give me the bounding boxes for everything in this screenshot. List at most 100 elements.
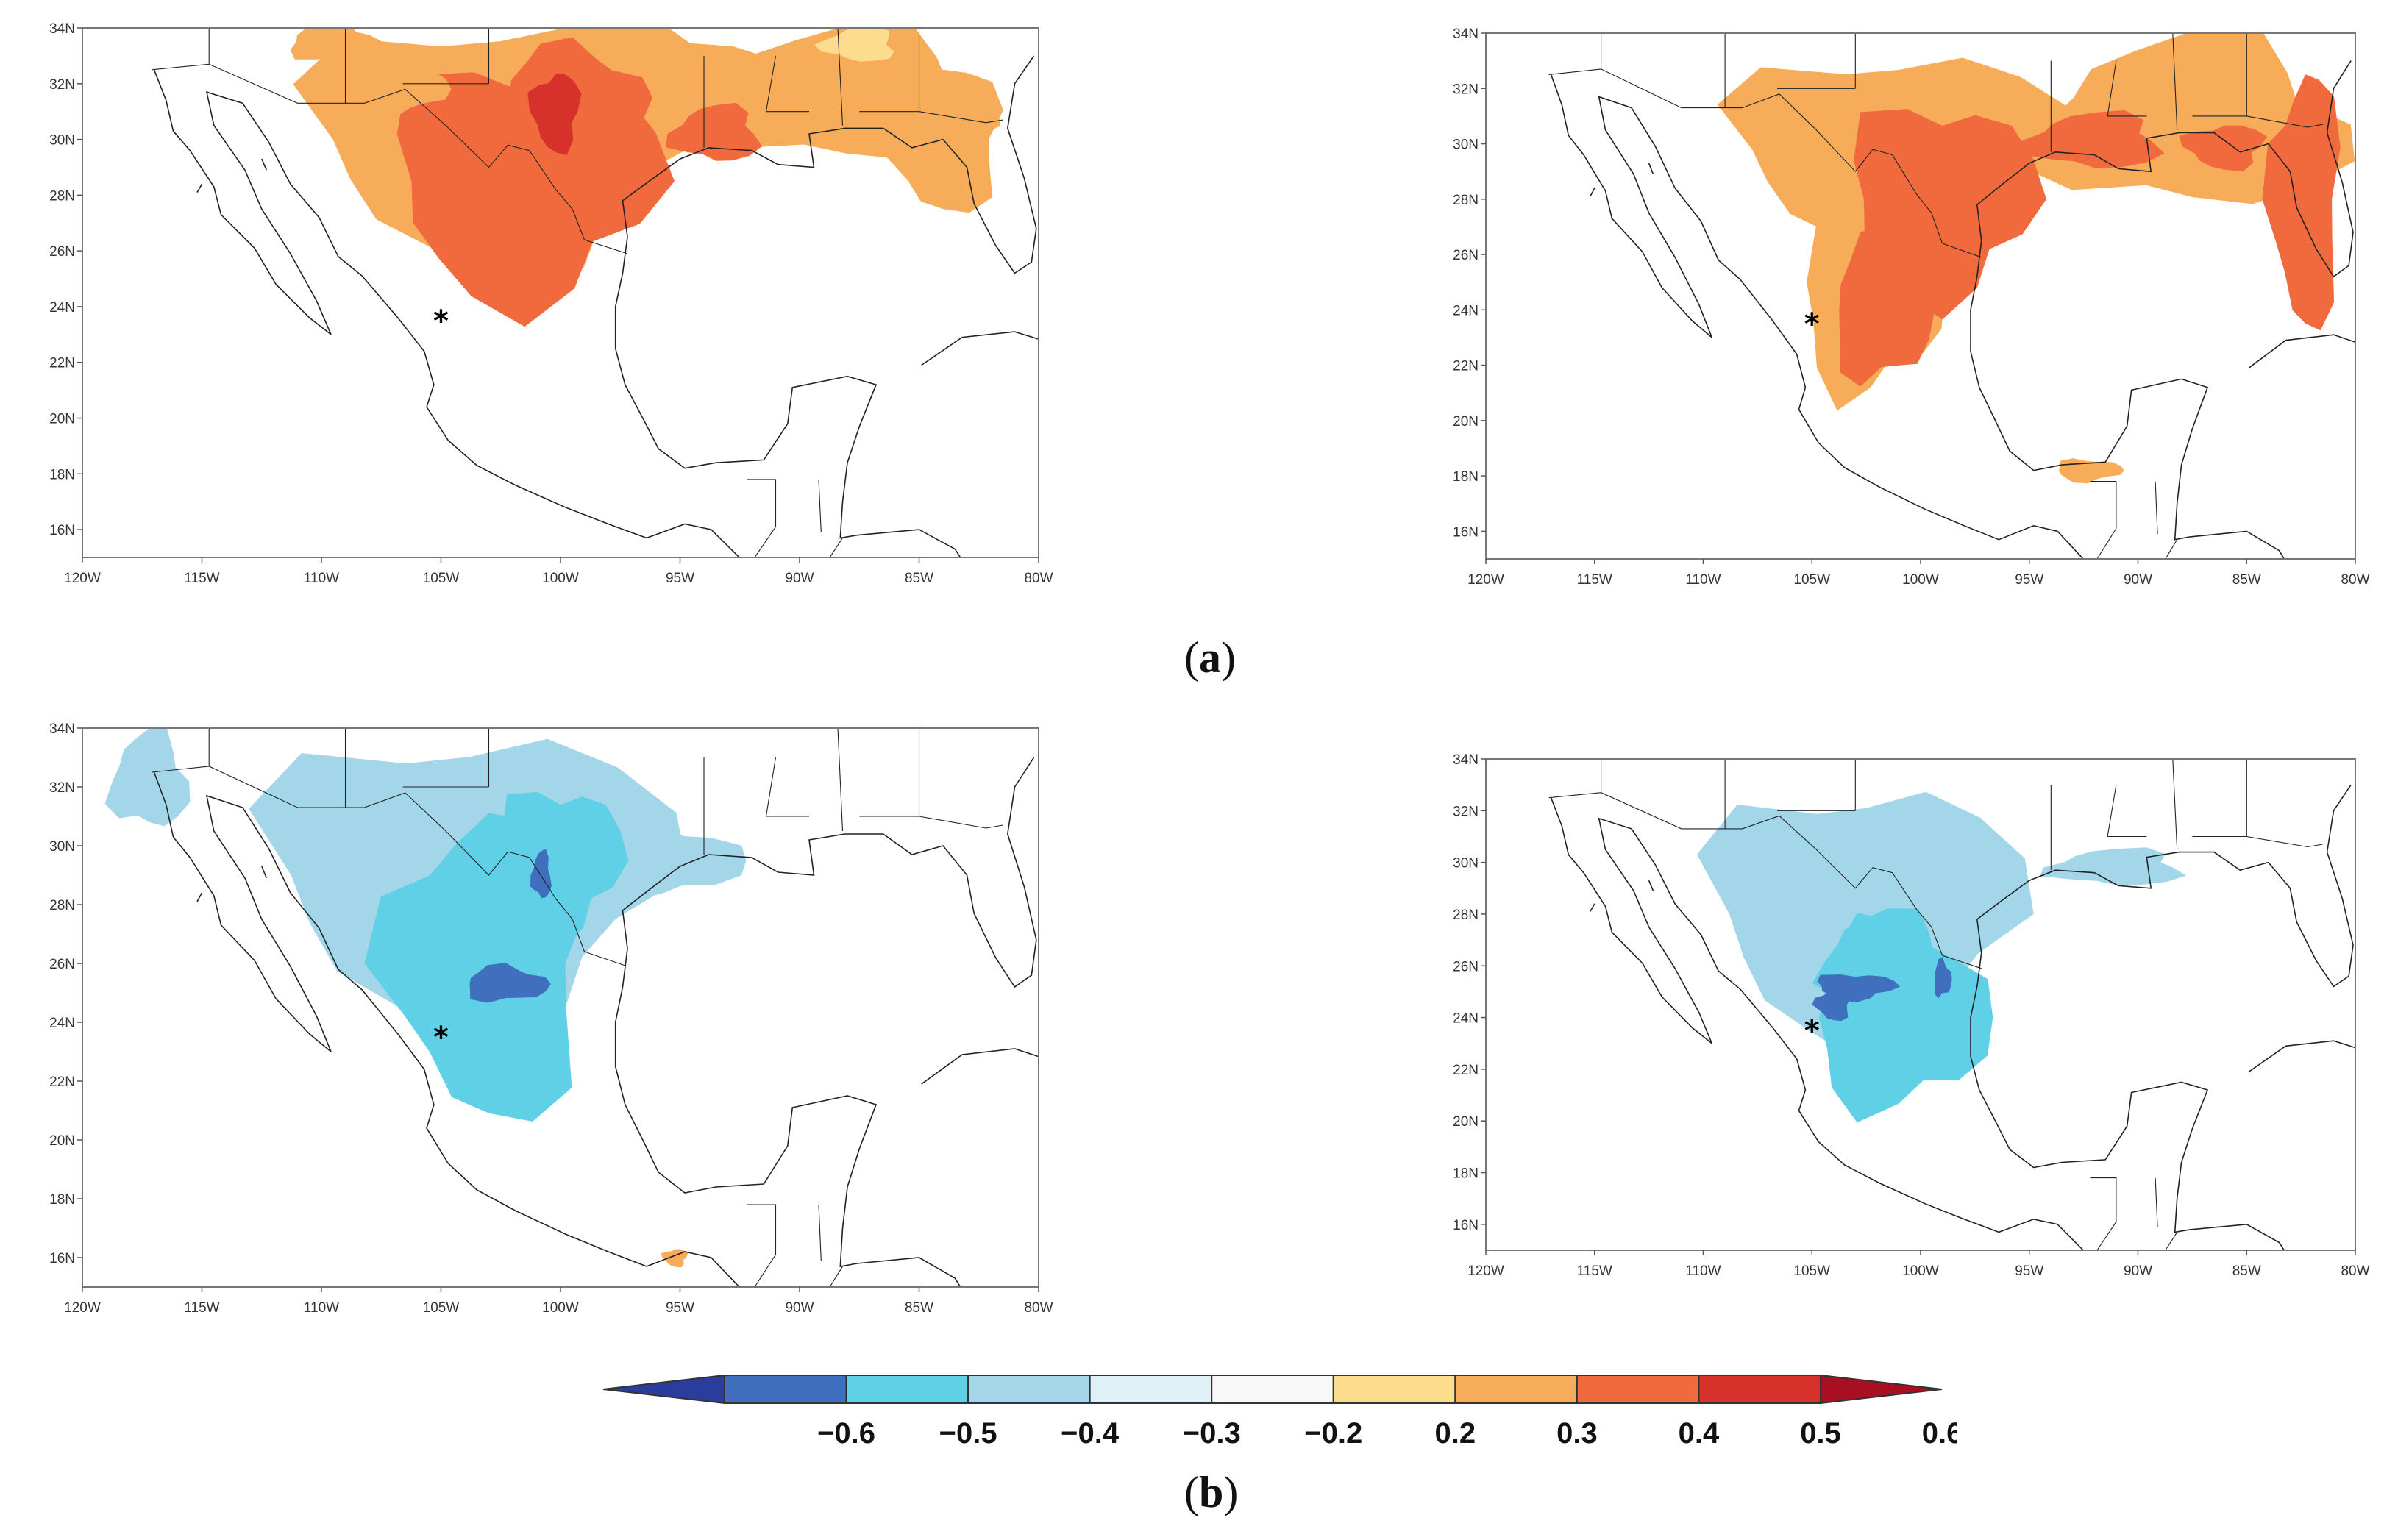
- lat-tick-label: 18N: [49, 1192, 75, 1208]
- field-region: [2040, 847, 2187, 885]
- political-border: [2107, 785, 2147, 838]
- lon-tick-label: 90W: [2124, 572, 2152, 588]
- field-region: [588, 819, 747, 902]
- lat-tick-label: 28N: [49, 898, 75, 913]
- lat-tick-label: 28N: [49, 188, 75, 204]
- lon-tick-label: 80W: [2341, 572, 2369, 588]
- lon-tick-label: 115W: [184, 1300, 219, 1316]
- lat-tick-label: 20N: [1453, 414, 1479, 429]
- field-region: [2059, 458, 2124, 484]
- political-border: [2165, 539, 2178, 559]
- coastline-layer: [152, 28, 1039, 557]
- lat-tick-label: 18N: [1453, 1166, 1479, 1182]
- colorbar-tick-label: 0.2: [1435, 1417, 1476, 1450]
- colorbar-tick-label: 0.3: [1556, 1417, 1598, 1450]
- colorbar-segment: [1332, 1375, 1456, 1404]
- lon-tick-label: 90W: [785, 1300, 814, 1316]
- lat-tick-label: 32N: [1453, 82, 1479, 97]
- lat-tick-label: 24N: [1453, 1011, 1479, 1027]
- map-b-left: 34N 32N 30N 28N 26N 24N 22N 20N 18N 16N 120W 115W 11…: [49, 721, 1053, 1316]
- island-outline: [921, 331, 1039, 366]
- lon-tick-label: 80W: [2341, 1263, 2369, 1279]
- colorbar-segment: [1454, 1375, 1578, 1404]
- lon-tick-label: 85W: [905, 571, 933, 586]
- lon-tick-label: 100W: [1902, 1263, 1939, 1279]
- political-border: [818, 479, 822, 532]
- coastline-layer: [1548, 759, 2355, 1250]
- colorbar-extend-low: [602, 1374, 725, 1405]
- lon-tick-label: 100W: [1902, 572, 1939, 588]
- colorbar-tick-label: −0.4: [1061, 1417, 1120, 1450]
- field-region: [1839, 223, 1935, 387]
- lon-tick-label: 95W: [666, 1300, 694, 1316]
- field-region: [814, 28, 894, 62]
- colorbar-segment: [1698, 1375, 1822, 1404]
- island-outline: [1590, 903, 1595, 912]
- lat-tick-label: 26N: [1453, 959, 1479, 974]
- lon-tick-label: 120W: [1467, 1263, 1504, 1279]
- station-marker: *: [433, 1021, 449, 1055]
- map-a-left: 34N 32N 30N 28N 26N 24N 22N 20N 18N 16N 120W 115W 11…: [49, 21, 1053, 586]
- lat-tick-label: 34N: [1453, 26, 1479, 42]
- lon-tick-label: 90W: [785, 571, 814, 586]
- lat-tick-label: 32N: [49, 77, 75, 93]
- colorbar-segment: [1576, 1375, 1700, 1404]
- political-border: [837, 28, 844, 126]
- coastline: [1550, 784, 2354, 1250]
- lat-tick-label: 30N: [1453, 856, 1479, 871]
- lon-tick-label: 105W: [423, 571, 460, 586]
- lon-tick-label: 110W: [1685, 572, 1721, 588]
- political-border: [829, 1266, 843, 1287]
- lat-tick-label: 22N: [49, 356, 75, 371]
- colorbar-tick-label: −0.3: [1183, 1417, 1241, 1450]
- lat-tick-label: 28N: [1453, 908, 1479, 923]
- island-outline: [2248, 334, 2355, 368]
- colorbar-tick-label: −0.5: [939, 1417, 997, 1450]
- lat-tick-label: 22N: [49, 1074, 75, 1090]
- colorbar-extend-high: [1820, 1374, 1943, 1405]
- row-label-a: (a): [1184, 633, 1236, 682]
- field-region: [346, 62, 452, 119]
- lon-tick-label: 105W: [1793, 572, 1830, 588]
- lon-tick-label: 100W: [542, 1300, 579, 1316]
- coastline: [1550, 60, 2354, 559]
- lat-tick-label: 16N: [1453, 1218, 1479, 1233]
- island-outline: [921, 1048, 1039, 1085]
- lat-tick-label: 30N: [49, 133, 75, 149]
- map-panel-b-right: 34N 32N 30N 28N 26N 24N 22N 20N 18N 16N 120W 115W 11…: [1427, 743, 2383, 1316]
- lat-tick-label: 26N: [49, 957, 75, 972]
- lon-tick-label: 85W: [2232, 1263, 2261, 1279]
- colorbar-segment: [1089, 1375, 1213, 1404]
- political-border: [919, 816, 1003, 829]
- lat-tick-label: 30N: [1453, 138, 1479, 153]
- lat-tick-label: 26N: [49, 244, 75, 260]
- island-outline: [1648, 880, 1654, 891]
- field-region: [2018, 110, 2165, 168]
- lat-tick-label: 22N: [1453, 1063, 1479, 1078]
- lon-tick-label: 120W: [64, 1300, 101, 1316]
- lat-tick-label: 20N: [49, 412, 75, 427]
- political-border: [818, 1204, 822, 1261]
- map-b-right: 34N 32N 30N 28N 26N 24N 22N 20N 18N 16N 120W 115W 11…: [1453, 752, 2369, 1279]
- lon-tick-label: 120W: [1467, 572, 1504, 588]
- lat-tick-label: 30N: [49, 839, 75, 855]
- field-region: [2262, 74, 2341, 331]
- lat-tick-label: 20N: [49, 1133, 75, 1149]
- political-border: [765, 757, 809, 817]
- field-region: [469, 963, 551, 1003]
- lon-tick-label: 110W: [304, 1300, 339, 1316]
- political-border: [2246, 115, 2323, 128]
- lon-tick-label: 95W: [666, 571, 694, 586]
- lon-tick-label: 105W: [1793, 1263, 1830, 1279]
- lat-tick-label: 34N: [1453, 752, 1479, 768]
- political-border: [837, 728, 844, 832]
- political-border: [2090, 1177, 2117, 1250]
- field-region: [661, 1249, 688, 1268]
- coastline-layer: [152, 728, 1039, 1287]
- lat-tick-label: 16N: [49, 1251, 75, 1266]
- lat-tick-label: 24N: [49, 300, 75, 316]
- colorbar: −0.6 −0.5 −0.4 −0.3 −0.2 0.2 0.3 0.4 0.5 0.6: [602, 1374, 1957, 1450]
- political-border: [2165, 1232, 2178, 1250]
- lon-tick-label: 85W: [905, 1300, 933, 1316]
- colorbar-tick-label: 0.5: [1800, 1417, 1841, 1450]
